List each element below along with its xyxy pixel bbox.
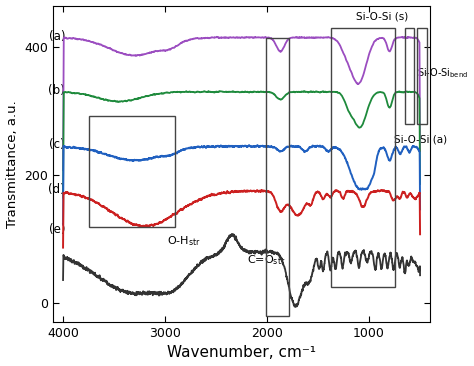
Text: (e): (e) [49,223,65,236]
X-axis label: Wavenumber, cm⁻¹: Wavenumber, cm⁻¹ [167,346,316,361]
Text: (c): (c) [49,138,65,152]
Bar [89,116,175,227]
Text: O-H$_{\mathregular{str}}$: O-H$_{\mathregular{str}}$ [166,234,200,248]
Bar [417,28,427,124]
Bar [405,28,414,124]
Text: (a): (a) [49,30,65,43]
Y-axis label: Transmittance, a.u.: Transmittance, a.u. [6,100,18,228]
Text: Si-O-Si (a): Si-O-Si (a) [393,135,447,145]
Text: C=O$_{\mathregular{str}}$: C=O$_{\mathregular{str}}$ [247,254,285,268]
Text: Si-O-Si (s): Si-O-Si (s) [356,12,409,22]
Text: Si-O-Si$_{\mathregular{bend}}$: Si-O-Si$_{\mathregular{bend}}$ [417,66,468,79]
Bar [266,38,290,315]
Bar [331,28,394,287]
Text: (b): (b) [48,84,65,97]
Text: (d): (d) [48,183,65,196]
